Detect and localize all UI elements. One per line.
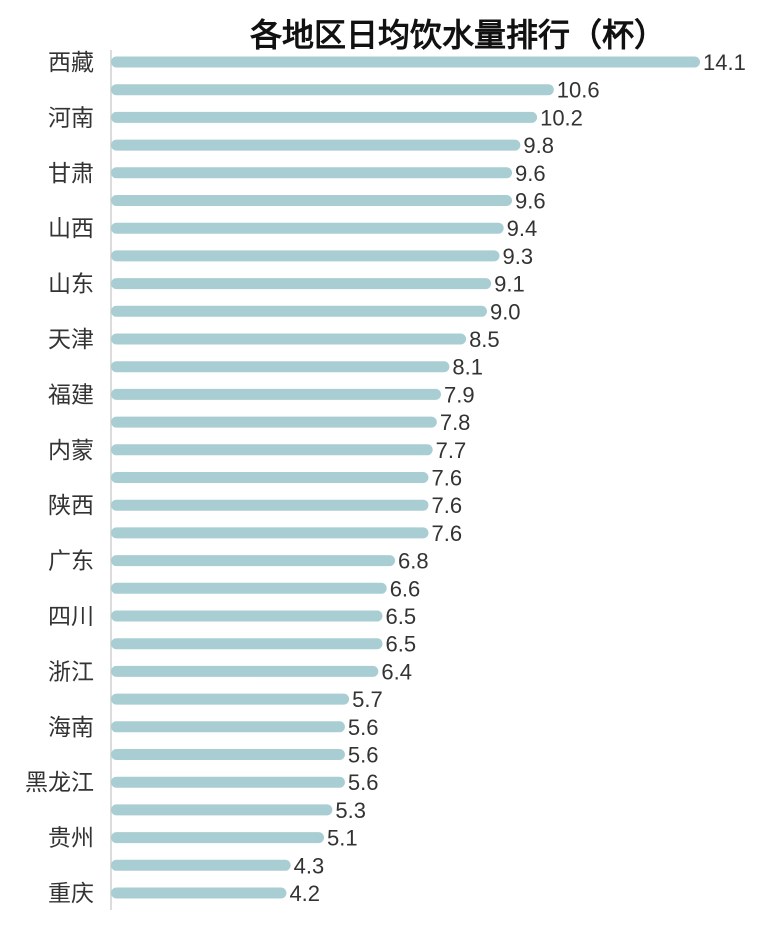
bar xyxy=(111,582,387,594)
category-label: 河南 xyxy=(48,105,94,131)
bar xyxy=(111,305,487,317)
category-label: 贵州 xyxy=(48,826,94,852)
bar-value-label: 4.3 xyxy=(294,853,325,878)
bar xyxy=(111,167,513,179)
bar xyxy=(111,527,429,539)
bar-value-label: 9.0 xyxy=(490,299,521,324)
bar-value-label: 10.6 xyxy=(557,78,600,103)
bar-value-label: 7.6 xyxy=(431,521,462,546)
bar-value-label: 8.1 xyxy=(452,355,483,380)
bar xyxy=(111,444,433,456)
bar xyxy=(111,222,504,234)
bar xyxy=(111,84,554,96)
bar xyxy=(111,499,429,511)
bar xyxy=(111,721,345,733)
bar xyxy=(111,388,442,400)
chart-title: 各地区日均饮水量排行（杯） xyxy=(250,16,666,54)
bar-value-label: 7.6 xyxy=(431,466,462,491)
bar-value-label: 5.1 xyxy=(327,826,358,851)
category-label: 四川 xyxy=(48,604,94,630)
bar-value-label: 5.6 xyxy=(348,715,379,740)
bar xyxy=(111,859,291,871)
bar-value-label: 6.8 xyxy=(398,549,429,574)
bar-value-label: 5.6 xyxy=(348,743,379,768)
bar-value-label: 7.6 xyxy=(431,493,462,518)
bar xyxy=(111,555,396,567)
bar-value-label: 9.1 xyxy=(494,272,525,297)
bar-value-label: 7.9 xyxy=(444,382,475,407)
bar xyxy=(111,278,492,290)
bar xyxy=(111,610,383,622)
bar xyxy=(111,887,287,899)
bar xyxy=(111,472,429,483)
bar-value-label: 6.4 xyxy=(381,659,412,684)
category-label: 山西 xyxy=(48,216,94,242)
category-label: 西藏 xyxy=(48,50,94,76)
bar-value-label: 8.5 xyxy=(469,327,500,352)
bar-value-label: 5.3 xyxy=(335,798,366,823)
category-label: 山东 xyxy=(48,272,94,298)
bar-value-label: 5.7 xyxy=(352,687,383,712)
bar xyxy=(111,111,538,123)
bar xyxy=(111,693,350,705)
bar-value-label: 6.5 xyxy=(386,632,417,657)
category-label: 天津 xyxy=(48,327,94,353)
bar-value-label: 14.1 xyxy=(703,50,746,75)
category-label: 海南 xyxy=(48,715,94,741)
bar-value-label: 7.7 xyxy=(436,438,467,463)
bar xyxy=(111,333,467,345)
bar xyxy=(111,250,500,262)
bar-value-label: 9.6 xyxy=(515,189,546,214)
bar xyxy=(111,804,333,816)
bar xyxy=(111,776,345,788)
category-label: 广东 xyxy=(48,549,94,575)
bar-value-label: 7.8 xyxy=(440,410,471,435)
bar-value-label: 6.5 xyxy=(386,604,417,629)
bar xyxy=(111,749,345,760)
bar xyxy=(111,139,521,151)
bar xyxy=(111,832,325,844)
bar xyxy=(111,195,513,206)
category-label: 福建 xyxy=(48,382,94,408)
category-label: 内蒙 xyxy=(48,438,94,464)
bar xyxy=(111,638,383,650)
bar-value-label: 10.2 xyxy=(540,105,583,130)
bar-value-label: 9.8 xyxy=(523,133,554,158)
bar-value-label: 4.2 xyxy=(289,881,320,906)
bar xyxy=(111,56,700,68)
bar-value-label: 5.6 xyxy=(348,770,379,795)
category-label: 黑龙江 xyxy=(25,770,94,796)
bars-layer: 14.1西藏10.610.2河南9.89.6甘肃9.69.4山西9.39.1山东… xyxy=(25,50,746,907)
category-label: 甘肃 xyxy=(48,161,94,187)
bar-value-label: 6.6 xyxy=(390,576,421,601)
bar xyxy=(111,361,450,373)
bar-value-label: 9.6 xyxy=(515,161,546,186)
category-label: 陕西 xyxy=(48,493,94,519)
category-label: 浙江 xyxy=(48,659,94,685)
category-label: 重庆 xyxy=(48,881,94,907)
bar-value-label: 9.4 xyxy=(507,216,538,241)
bar xyxy=(111,665,379,677)
bar xyxy=(111,416,437,428)
bar-value-label: 9.3 xyxy=(502,244,533,269)
